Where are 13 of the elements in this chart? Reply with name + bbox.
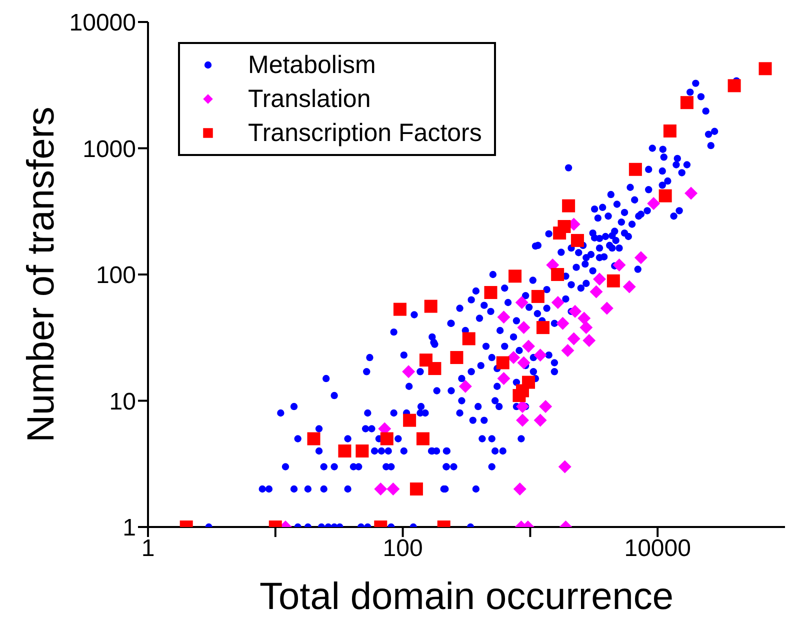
y-axis-title: Number of transfers: [20, 106, 62, 442]
x-tick-label: 100: [382, 535, 423, 562]
legend-label: Transcription Factors: [248, 118, 482, 149]
y-tick-label: 1000: [82, 136, 136, 163]
legend-label: Metabolism: [248, 50, 376, 81]
y-tick-label: 10: [109, 388, 136, 416]
y-tick-label: 1: [122, 514, 136, 542]
legend-label: Translation: [248, 84, 371, 115]
x-tick-label: 1: [141, 535, 155, 562]
x-axis-title: Total domain occurrence: [260, 576, 674, 618]
x-tick-label: 10000: [624, 535, 691, 562]
y-tick-label: 10000: [69, 10, 136, 37]
y-tick-label: 100: [96, 262, 136, 290]
